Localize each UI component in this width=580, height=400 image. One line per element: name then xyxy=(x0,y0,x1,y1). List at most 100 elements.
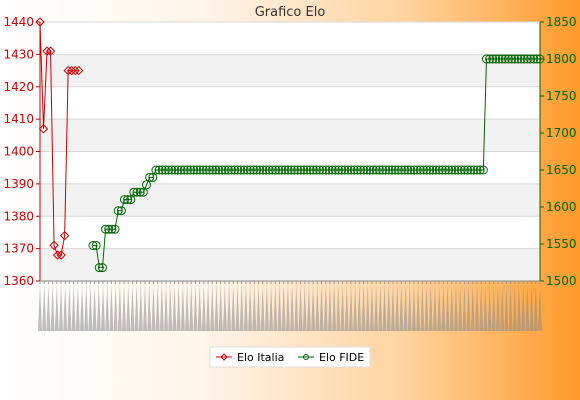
fide-point xyxy=(135,187,145,197)
fide-point xyxy=(340,165,350,175)
fide-point xyxy=(444,165,454,175)
fide-point xyxy=(334,165,344,175)
fide-point xyxy=(107,224,117,234)
fide-point xyxy=(249,165,259,175)
fide-point xyxy=(469,165,479,175)
right-axis-ticks: 1500 1550 1600 1650 1700 1750 1800 1850 xyxy=(540,15,577,288)
x-tick-label-glyph xyxy=(243,285,248,331)
x-tick-label-glyph xyxy=(487,285,492,331)
fide-point xyxy=(428,165,438,175)
italia-point xyxy=(70,65,80,76)
left-tick-label: 1440 xyxy=(3,15,34,29)
fide-point xyxy=(409,165,419,175)
fide-point xyxy=(368,165,378,175)
fide-point xyxy=(227,165,237,175)
italia-point xyxy=(52,250,63,260)
fide-point xyxy=(425,165,435,175)
fide-point xyxy=(88,240,98,250)
series-elo-italia xyxy=(35,17,84,260)
x-tick-label-glyph xyxy=(256,285,261,331)
fide-point xyxy=(337,165,347,175)
x-tick-label-glyph xyxy=(466,285,471,331)
x-tick-label-glyph xyxy=(193,285,198,331)
x-tick-label-glyph xyxy=(248,285,253,331)
x-tick-label-glyph xyxy=(159,285,164,331)
legend-fide-label: Elo FIDE xyxy=(319,351,364,364)
italia-point xyxy=(42,46,52,56)
right-tick-label: 1750 xyxy=(546,89,577,103)
x-tick-label-glyph xyxy=(365,285,370,331)
x-tick-label-glyph xyxy=(512,285,517,331)
left-tick-label: 1420 xyxy=(3,80,34,94)
fide-point xyxy=(126,195,136,205)
fide-point xyxy=(271,165,281,175)
italia-point xyxy=(59,230,70,241)
fide-point xyxy=(182,165,192,175)
fide-point xyxy=(437,165,447,175)
fide-point xyxy=(189,165,199,175)
x-tick-label-glyph xyxy=(470,285,475,331)
x-tick-label-glyph xyxy=(495,285,500,331)
fide-point xyxy=(390,165,400,175)
legend-fide-marker xyxy=(303,354,309,360)
fide-point xyxy=(173,165,183,175)
fide-point xyxy=(119,195,129,205)
x-tick-label-glyph xyxy=(101,285,106,331)
italia-point xyxy=(66,65,77,76)
grid-band xyxy=(40,183,540,217)
x-tick-label-glyph xyxy=(84,285,89,331)
fide-point xyxy=(330,165,340,175)
fide-point xyxy=(450,165,460,175)
x-tick-label-glyph xyxy=(264,285,269,331)
x-tick-label-glyph xyxy=(222,285,227,331)
x-tick-label-glyph xyxy=(277,285,282,331)
x-tick-label-glyph xyxy=(109,285,114,331)
x-tick-label-glyph xyxy=(386,285,391,331)
x-tick-label-glyph xyxy=(353,285,358,331)
x-tick-label-glyph xyxy=(533,285,538,331)
left-tick-label: 1400 xyxy=(3,145,34,159)
fide-point xyxy=(352,165,362,175)
x-tick-label-glyph xyxy=(46,285,51,331)
fide-point xyxy=(195,165,205,175)
fide-point xyxy=(277,165,287,175)
x-tick-label-glyph xyxy=(122,285,127,331)
x-tick-label-glyph xyxy=(327,285,332,331)
x-tick-label-glyph xyxy=(96,285,101,331)
right-tick-label: 1600 xyxy=(546,200,577,214)
fide-point xyxy=(211,165,221,175)
fide-point xyxy=(453,165,463,175)
left-tick-label: 1380 xyxy=(3,209,34,223)
fide-point xyxy=(261,165,271,175)
fide-point xyxy=(400,165,410,175)
x-tick-label-glyph xyxy=(117,285,122,331)
fide-point xyxy=(160,165,170,175)
fide-point xyxy=(349,165,359,175)
fide-point xyxy=(516,54,526,64)
fide-point xyxy=(148,172,158,182)
fide-point xyxy=(286,165,296,175)
fide-point xyxy=(167,165,177,175)
fide-point xyxy=(459,165,469,175)
x-tick-label-glyph xyxy=(92,285,97,331)
x-tick-label-glyph xyxy=(311,285,316,331)
fide-point xyxy=(264,165,274,175)
fide-point xyxy=(236,165,246,175)
x-tick-label-glyph xyxy=(525,285,530,331)
fide-point xyxy=(154,165,164,175)
x-tick-label-glyph xyxy=(411,285,416,331)
x-tick-label-glyph xyxy=(38,285,42,331)
fide-point xyxy=(142,180,152,190)
x-tick-label-glyph xyxy=(269,285,274,331)
fide-point xyxy=(327,165,337,175)
fide-point xyxy=(346,165,356,175)
x-tick-label-glyph xyxy=(361,285,366,331)
x-tick-label-glyph xyxy=(306,285,311,331)
fide-point xyxy=(365,165,375,175)
x-tick-label-glyph xyxy=(399,285,404,331)
fide-point xyxy=(456,165,466,175)
right-tick-label: 1700 xyxy=(546,126,577,140)
fide-point xyxy=(491,54,501,64)
fide-point xyxy=(513,54,523,64)
